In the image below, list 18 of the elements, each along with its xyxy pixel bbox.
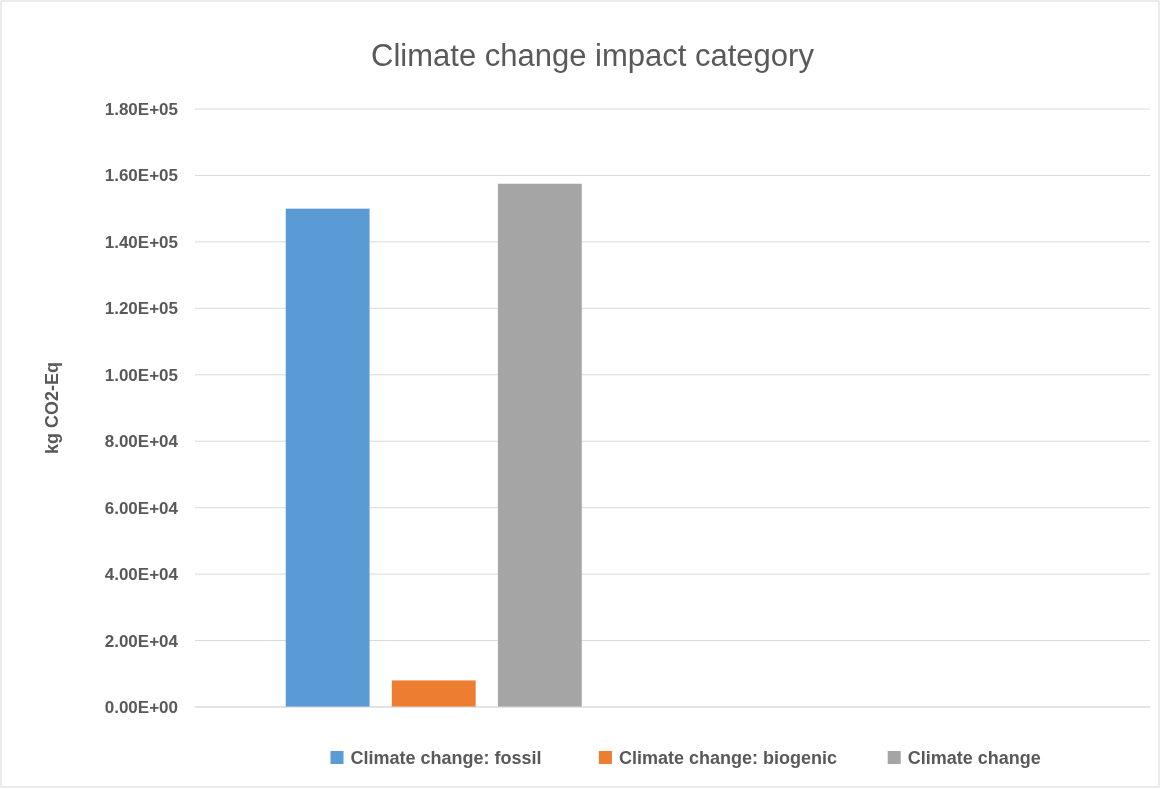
legend-label: Climate change xyxy=(907,748,1041,769)
y-tick-label: 1.60E+05 xyxy=(104,166,178,186)
bar xyxy=(285,208,370,707)
bar xyxy=(497,183,582,707)
y-tick-label: 1.40E+05 xyxy=(104,232,178,252)
legend-label: Climate change: fossil xyxy=(350,748,542,769)
y-tick-label: 2.00E+04 xyxy=(104,631,179,651)
y-axis-title: kg CO2-Eq xyxy=(42,361,62,455)
y-tick-label: 1.80E+05 xyxy=(104,99,178,119)
legend-label: Climate change: biogenic xyxy=(618,748,837,769)
y-tick-label: 1.20E+05 xyxy=(104,299,178,319)
chart-title: Climate change impact category xyxy=(371,38,815,73)
y-tick-label: 8.00E+04 xyxy=(104,432,179,452)
y-tick-label: 1.00E+05 xyxy=(104,365,178,385)
y-tick-label: 6.00E+04 xyxy=(104,498,179,518)
y-tick-label: 4.00E+04 xyxy=(104,565,179,585)
bar xyxy=(391,680,476,707)
y-tick-label: 0.00E+00 xyxy=(104,697,178,717)
